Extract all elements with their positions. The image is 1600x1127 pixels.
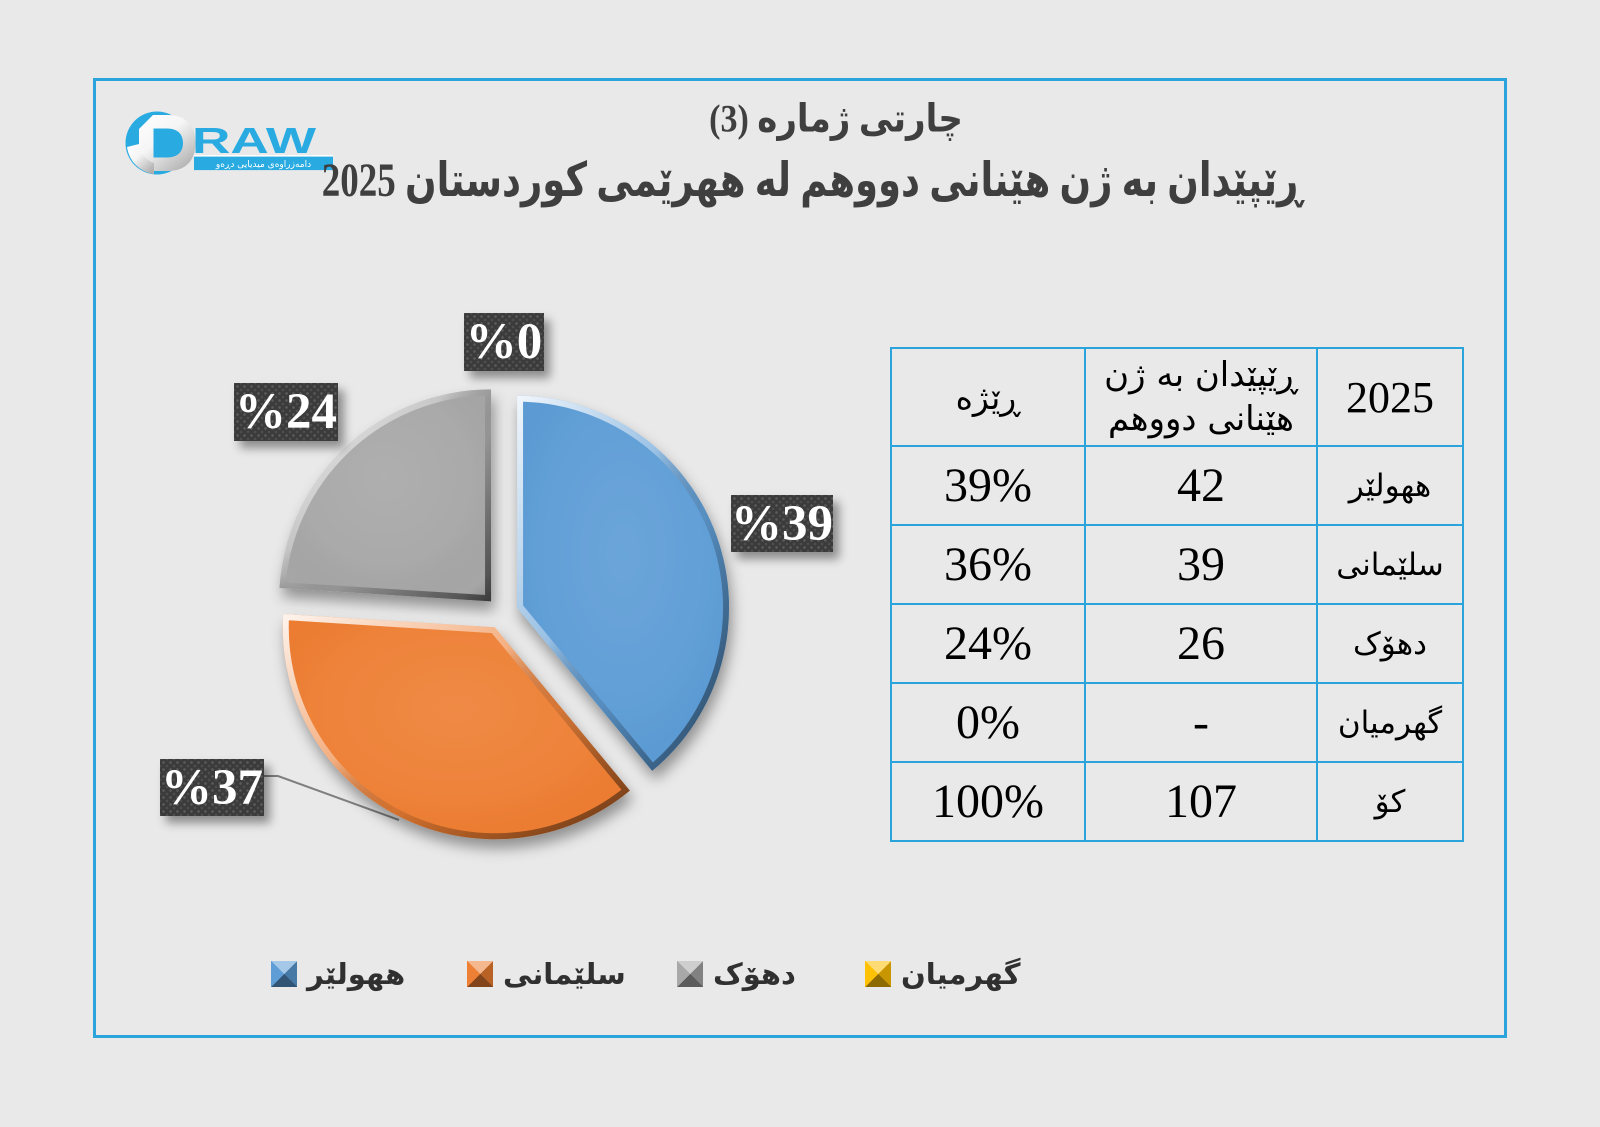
legend-item-hewler: ههولێر (271, 948, 405, 1000)
logo-banner (194, 156, 333, 171)
table-cell-region-3: گهرمیان (1316, 682, 1464, 763)
logo-raw-text: RAW (192, 120, 316, 161)
table-row-1: سلێمانی 39 36% (890, 524, 1464, 605)
legend-item-duhok: دهۆک (677, 948, 796, 1000)
pie-label-duhok: %24 (234, 383, 338, 441)
table-row-0: ههولێر 42 39% (890, 445, 1464, 526)
legend-swatch-hewler (271, 961, 297, 987)
legend-swatch-garmian (865, 961, 891, 987)
table-cell-pct-1: 36% (890, 524, 1086, 605)
pie-label-sulaymaniyah: %37 (160, 759, 264, 816)
table-cell-pct-0: 39% (890, 445, 1086, 526)
table-cell-count-0: 42 (1084, 445, 1318, 526)
chart-legend: ههولێر سلێمانی دهۆک گهرمیان (0, 948, 1600, 1000)
table-cell-count-1: 39 (1084, 524, 1318, 605)
table-cell-count-3: - (1084, 682, 1318, 763)
chart-title-line1: چارتی ژماره (3) (709, 98, 963, 141)
pie-label-hewler: %39 (731, 495, 833, 552)
table-header-year: 2025 (1316, 347, 1464, 447)
legend-label-garmian: گهرمیان (901, 957, 1021, 991)
legend-label-duhok: دهۆک (713, 957, 796, 991)
table-header-pct: ڕێژه (890, 347, 1086, 447)
logo-banner-text: دامەزراوەی میدیایی دڕەو (215, 160, 311, 170)
table-row-2: دهۆک 26 24% (890, 603, 1464, 684)
legend-item-garmian: گهرمیان (865, 948, 1020, 1000)
table-row-3: گهرمیان -0% (890, 682, 1464, 763)
pie-slices (279, 389, 730, 840)
label-leader-line (264, 775, 400, 821)
data-table-wrap: 2025 ڕێپێدان به ژن هێنانی دووهم ڕێژه ههو… (890, 347, 1464, 842)
chart-title-block: چارتی ژماره (3) ڕێپێدان به ژن هێنانی دوو… (93, 95, 1507, 207)
legend-label-hewler: ههولێر (307, 957, 406, 991)
logo-d-letter (139, 115, 196, 171)
data-table: 2025 ڕێپێدان به ژن هێنانی دووهم ڕێژه ههو… (890, 347, 1464, 842)
pie-slice-0 (517, 395, 730, 771)
chart-card-frame (93, 78, 1507, 1038)
legend-item-sulaymaniyah: سلێمانی (467, 948, 626, 1000)
table-cell-region-1: سلێمانی (1316, 524, 1464, 605)
table-cell-count-4: 107 (1084, 761, 1318, 842)
table-cell-pct-3: 0% (890, 682, 1086, 763)
pie-slice-2 (279, 389, 492, 602)
chart-title-line2: ڕێپێدان به ژن هێنانی دووهم له ههرێمی کور… (321, 155, 1303, 208)
table-cell-pct-2: 24% (890, 603, 1086, 684)
table-cell-region-2: دهۆک (1316, 603, 1464, 684)
draw-media-logo: RAW دامەزراوەی میدیایی دڕەو (125, 111, 333, 175)
legend-label-sulaymaniyah: سلێمانی (503, 957, 626, 991)
table-header-count: ڕێپێدان به ژن هێنانی دووهم (1084, 347, 1318, 447)
table-cell-pct-4: 100% (890, 761, 1086, 842)
table-header-row: 2025 ڕێپێدان به ژن هێنانی دووهم ڕێژه (890, 347, 1464, 447)
table-row-4: کۆ 107 100% (890, 761, 1464, 842)
logo-swoosh (127, 144, 154, 175)
table-cell-region-0: ههولێر (1316, 445, 1464, 526)
pie-slice-1 (282, 613, 630, 840)
table-cell-count-2: 26 (1084, 603, 1318, 684)
legend-swatch-sulaymaniyah (467, 961, 493, 987)
table-cell-region-4: کۆ (1316, 761, 1464, 842)
legend-swatch-duhok (677, 961, 703, 987)
pie-label-garmian: %0 (464, 313, 544, 371)
